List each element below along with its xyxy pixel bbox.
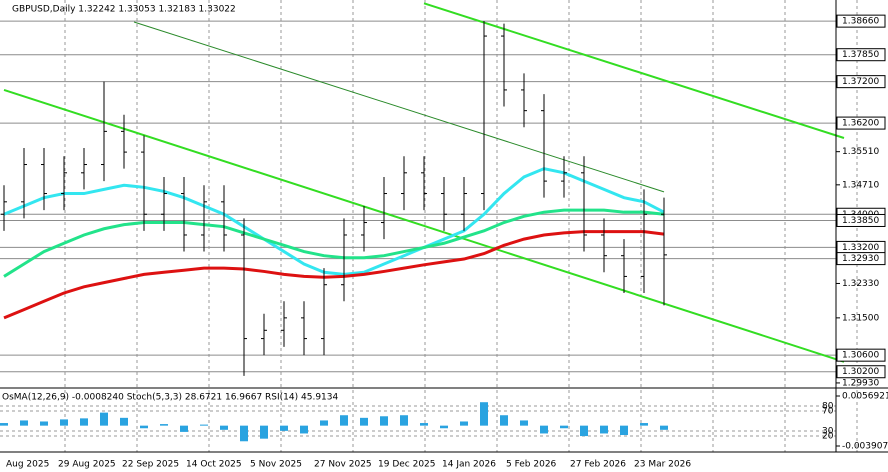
x-tick-label: 5 Nov 2025 xyxy=(250,460,302,470)
osma-bar xyxy=(380,416,388,426)
osma-bar xyxy=(180,425,188,432)
indicator-level-label: 70 xyxy=(822,407,834,417)
osma-bar xyxy=(640,423,648,426)
trendline xyxy=(423,2,845,139)
osma-bar xyxy=(580,425,588,437)
osma-bar xyxy=(40,421,48,426)
x-tick-label: 27 Nov 2025 xyxy=(314,460,372,470)
y-tick-label: 1.35510 xyxy=(842,147,879,157)
y-tick-label: 1.38660 xyxy=(842,17,879,27)
level-box xyxy=(836,213,886,227)
level-box xyxy=(836,365,886,379)
osma-bar xyxy=(560,425,568,429)
x-tick-label: 5 Feb 2026 xyxy=(506,460,557,470)
indicator-level-label: 30 xyxy=(822,427,834,437)
y-tick-label: 1.29930 xyxy=(842,378,879,388)
osma-bar xyxy=(160,424,168,426)
osma-bar xyxy=(260,425,268,439)
indicator-tick-label: 0.0056921 xyxy=(842,392,888,402)
osma-bar xyxy=(60,419,68,426)
y-tick-label: 1.37200 xyxy=(842,77,879,87)
osma-bar xyxy=(20,420,28,426)
level-box xyxy=(836,75,886,89)
x-tick-label: Aug 2025 xyxy=(6,460,49,470)
indicator-level-label: 20 xyxy=(822,432,834,442)
y-tick-label: 1.33850 xyxy=(842,216,879,226)
x-tick-label: 27 Feb 2026 xyxy=(570,460,626,470)
level-box xyxy=(836,252,886,266)
osma-bar xyxy=(460,421,468,426)
osma-bar xyxy=(0,423,8,426)
osma-bar xyxy=(620,425,628,436)
osma-bar xyxy=(240,425,248,442)
osma-bar xyxy=(660,425,668,430)
osma-bar xyxy=(140,425,148,429)
osma-bar xyxy=(300,425,308,434)
y-tick-label: 1.34710 xyxy=(842,180,879,190)
y-tick-label: 1.31500 xyxy=(842,313,879,323)
level-box xyxy=(836,348,886,362)
osma-bar xyxy=(440,425,448,429)
level-box xyxy=(836,14,886,28)
osma-bar xyxy=(100,412,108,426)
x-tick-label: 29 Aug 2025 xyxy=(58,460,116,470)
osma-bar xyxy=(280,425,288,431)
trendline xyxy=(3,88,845,363)
y-tick-label: 1.30600 xyxy=(842,351,879,361)
indicator-title: OsMA(12,26,9) -0.0008240 Stoch(5,3,3) 28… xyxy=(2,393,338,403)
moving-average xyxy=(3,208,665,278)
plot xyxy=(0,0,858,452)
osma-bar xyxy=(120,417,128,426)
osma-bar xyxy=(500,415,508,426)
y-tick-label: 1.32930 xyxy=(842,254,879,264)
osma-bar xyxy=(360,417,368,426)
indicator-level-label: 80 xyxy=(822,402,834,412)
x-tick-label: 23 Mar 2026 xyxy=(634,460,691,470)
osma-bar xyxy=(220,425,228,430)
osma-bar xyxy=(600,425,608,434)
y-tick-label: 1.37850 xyxy=(842,50,879,60)
x-tick-label: 14 Jan 2026 xyxy=(442,460,496,470)
moving-average xyxy=(3,230,665,320)
y-tick-label: 1.33200 xyxy=(842,243,879,253)
osma-bar xyxy=(400,415,408,426)
level-box xyxy=(836,116,886,130)
level-box xyxy=(836,48,886,62)
osma-bar xyxy=(540,425,548,434)
y-tick-label: 1.30200 xyxy=(842,367,879,377)
moving-average xyxy=(3,167,665,276)
osma-bar xyxy=(80,418,88,426)
osma-bar xyxy=(480,402,488,426)
y-tick-label: 1.36200 xyxy=(842,119,879,129)
osma-bar xyxy=(340,415,348,426)
y-tick-label: 1.32330 xyxy=(842,279,879,289)
chart-title: GBPUSD,Daily 1.32242 1.33053 1.32183 1.3… xyxy=(12,5,236,15)
osma-bar xyxy=(420,423,428,426)
osma-bar xyxy=(320,420,328,426)
indicator-tick-label: -0.003907 xyxy=(842,442,888,452)
osma-bar xyxy=(520,420,528,426)
x-tick-label: 22 Sep 2025 xyxy=(122,460,179,470)
trendline xyxy=(133,21,665,193)
x-tick-label: 19 Dec 2025 xyxy=(378,460,436,470)
x-tick-label: 14 Oct 2025 xyxy=(186,460,242,470)
osma-bar xyxy=(200,424,208,426)
